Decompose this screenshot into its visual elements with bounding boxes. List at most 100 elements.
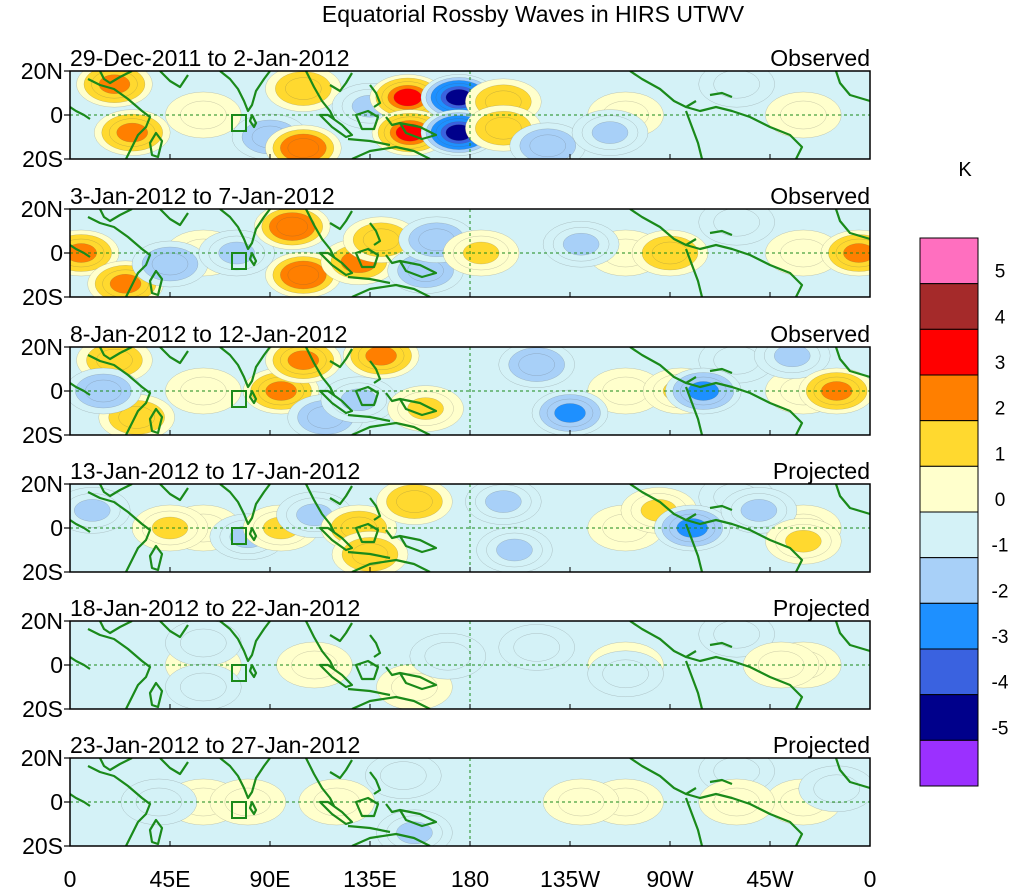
y-tick-label: 0 xyxy=(50,378,63,404)
colorbar-swatch xyxy=(919,420,979,467)
contour-level xyxy=(109,274,142,294)
contour-level xyxy=(820,381,853,401)
panel-field xyxy=(69,757,871,847)
colorbar-label: -2 xyxy=(992,581,1009,602)
contour-level xyxy=(287,138,320,158)
contour-level xyxy=(276,216,308,237)
colorbar-swatch xyxy=(919,328,979,376)
colorbar-label: 4 xyxy=(995,307,1006,328)
contour-level xyxy=(116,122,148,143)
colorbar-swatch xyxy=(919,374,979,422)
colorbar-label: -5 xyxy=(992,718,1009,739)
contour-level xyxy=(362,228,400,251)
panel-field xyxy=(69,70,871,160)
panel-field xyxy=(69,483,871,573)
contour-level xyxy=(713,71,760,99)
colorbar-swatch xyxy=(919,557,979,604)
x-tick-label: 45E xyxy=(150,866,191,890)
panel-4: 13-Jan-2012 to 17-Jan-2012 Projected 20N 0 2… xyxy=(21,458,871,585)
panel-status-label: Projected xyxy=(773,458,870,484)
panel-status-label: Observed xyxy=(770,45,870,71)
colorbar-swatch xyxy=(919,694,979,741)
contour-level xyxy=(602,659,649,688)
x-tick-label: 180 xyxy=(451,866,489,890)
contour-level xyxy=(365,347,397,366)
contour-level xyxy=(380,761,427,790)
x-tick-label: 0 xyxy=(64,866,77,890)
x-tick-label: 135E xyxy=(343,866,397,890)
contour-level xyxy=(713,209,760,237)
colorbar-swatch xyxy=(919,602,979,650)
panel-period-label: 18-Jan-2012 to 22-Jan-2012 xyxy=(70,595,360,621)
y-tick-label: 20S xyxy=(22,422,63,448)
panel-contours xyxy=(70,484,870,572)
contour-level xyxy=(180,672,227,702)
panel-field xyxy=(69,208,871,298)
panel-2: 3-Jan-2012 to 7-Jan-2012 Observed 20N 0 20S xyxy=(21,183,871,310)
panel-6: 23-Jan-2012 to 27-Jan-2012 Projected 20N 0 2… xyxy=(21,732,871,859)
y-tick-label: 20S xyxy=(22,559,63,585)
colorbar-label: 2 xyxy=(995,399,1006,420)
y-tick-label: 20S xyxy=(22,696,63,722)
panel-5: 18-Jan-2012 to 22-Jan-2012 Projected 20N 0 2… xyxy=(21,595,871,722)
y-tick-label: 20S xyxy=(22,146,63,172)
contour-level xyxy=(713,621,760,649)
contour-level xyxy=(485,490,522,513)
panel-status-label: Observed xyxy=(770,183,870,209)
panel-3: 8-Jan-2012 to 12-Jan-2012 Observed 20N 0 20S xyxy=(21,321,871,448)
contour-level xyxy=(151,252,189,276)
chart-title: Equatorial Rossby Waves in HIRS UTWV xyxy=(322,1,745,27)
contour-level xyxy=(740,499,778,522)
x-tick-label: 45W xyxy=(746,866,794,890)
y-tick-label: 0 xyxy=(50,240,63,266)
panel-field xyxy=(69,620,871,710)
panel-1: 29-Dec-2011 to 2-Jan-2012 Observed 20N 0 20S xyxy=(21,45,871,172)
colorbar-label: 1 xyxy=(995,444,1006,465)
contour-level xyxy=(462,241,500,265)
contour-level xyxy=(529,134,566,158)
contour-level xyxy=(554,403,586,423)
contour-level xyxy=(485,117,522,140)
contour-level xyxy=(151,516,189,540)
contour-level xyxy=(118,406,155,429)
y-tick-label: 20N xyxy=(21,608,63,634)
colorbar-label: 3 xyxy=(995,353,1006,374)
y-tick-label: 0 xyxy=(50,515,63,541)
y-tick-label: 20N xyxy=(21,196,63,222)
colorbar-label: 5 xyxy=(995,262,1006,283)
y-tick-label: 0 xyxy=(50,652,63,678)
contour-level xyxy=(393,88,422,107)
colorbar-swatch xyxy=(919,739,979,787)
x-tick-label: 0 xyxy=(864,866,877,890)
contour-level xyxy=(591,121,629,144)
contour-level xyxy=(287,350,320,370)
colorbar-unit: K xyxy=(958,159,972,181)
contour-level xyxy=(785,530,822,553)
contour-level xyxy=(562,233,600,256)
panel-field xyxy=(69,346,871,436)
x-tick-label: 90E xyxy=(250,866,291,890)
colorbar-swatch xyxy=(919,283,979,330)
panel-contours xyxy=(70,71,870,159)
y-tick-label: 20S xyxy=(22,284,63,310)
panel-period-label: 13-Jan-2012 to 17-Jan-2012 xyxy=(70,458,360,484)
colorbar-swatch xyxy=(919,237,979,285)
colorbar-label: 0 xyxy=(995,490,1006,511)
colorbar-label: -4 xyxy=(992,673,1009,694)
y-tick-label: 20S xyxy=(22,833,63,859)
contour-level xyxy=(396,490,433,513)
panel-status-label: Projected xyxy=(773,595,870,621)
contour-level xyxy=(424,642,471,671)
contour-level xyxy=(518,353,555,376)
contour-level xyxy=(74,499,111,522)
x-tick-label: 90W xyxy=(646,866,694,890)
contour-level xyxy=(813,774,860,803)
panel-period-label: 3-Jan-2012 to 7-Jan-2012 xyxy=(70,183,335,209)
panel-status-label: Observed xyxy=(770,321,870,347)
panel-status-label: Projected xyxy=(773,732,870,758)
y-tick-label: 20N xyxy=(21,58,63,84)
y-tick-label: 20N xyxy=(21,471,63,497)
contour-level xyxy=(180,628,227,658)
y-tick-label: 0 xyxy=(50,789,63,815)
panel-period-label: 29-Dec-2011 to 2-Jan-2012 xyxy=(70,45,350,71)
